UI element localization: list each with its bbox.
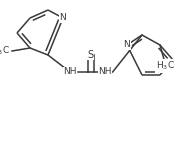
Text: H$_3$C: H$_3$C — [156, 60, 174, 72]
Text: N: N — [60, 14, 66, 23]
Text: N: N — [124, 41, 130, 49]
Text: NH: NH — [98, 68, 112, 76]
Text: NH: NH — [63, 68, 77, 76]
Text: S: S — [88, 50, 94, 60]
Text: H$_3$C: H$_3$C — [0, 45, 10, 57]
